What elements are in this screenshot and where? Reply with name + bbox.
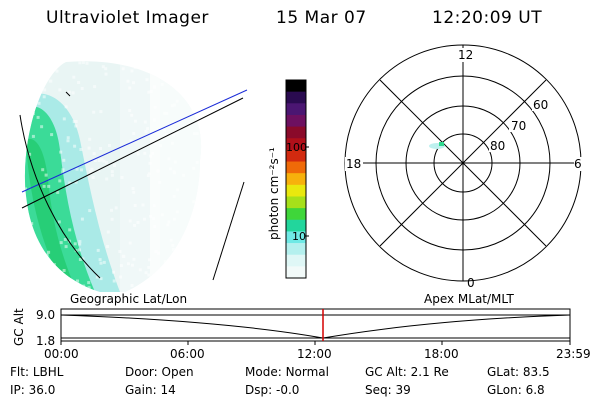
colorbar-swatch: [286, 161, 306, 174]
gc-alt-axis-label: GC Alt: [12, 308, 26, 346]
orbit-timeline: Geographic Lat/Lon Apex MLat/MLT GC Alt …: [12, 292, 591, 361]
altitude-curve: [60, 314, 571, 339]
status-glon: GLon: 6.8: [487, 383, 545, 397]
colorbar-swatch: [286, 149, 306, 163]
status-gain: Gain: 14: [125, 383, 176, 397]
status-door: Door: Open: [125, 365, 194, 379]
x-tick-1200: 12:00: [297, 347, 332, 361]
colorbar-swatch: [286, 243, 306, 256]
status-dsp: Dsp: -0.0: [245, 383, 300, 397]
colorbar-swatch: [286, 126, 306, 139]
y-tick-1-8: 1.8: [36, 334, 55, 348]
colorbar-swatch: [286, 266, 306, 279]
colorbar-swatch: [286, 91, 306, 104]
apex-label: Apex MLat/MLT: [424, 292, 514, 306]
geographic-label: Geographic Lat/Lon: [70, 292, 187, 306]
polar-plot-emission: [429, 142, 445, 149]
lat-label-60: 60: [533, 98, 548, 112]
colorbar-swatch: [286, 114, 306, 128]
y-tick-9: 9.0: [36, 308, 55, 322]
status-gc-alt: GC Alt: 2.1 Re: [365, 365, 449, 379]
status-glat: GLat: 83.5: [487, 365, 550, 379]
mlt-label-12: 12: [458, 48, 473, 62]
lat-label-70: 70: [511, 119, 526, 133]
lat-label-80: 80: [490, 139, 505, 153]
instrument-title: Ultraviolet Imager: [46, 8, 209, 28]
colorbar-swatch: [286, 138, 306, 151]
terminator-line: [21, 97, 244, 209]
colorbar-unit-label: photon cm⁻²s⁻¹: [267, 147, 281, 240]
x-tick-2359: 23:59: [556, 347, 591, 361]
meridian-line: [19, 114, 101, 279]
colorbar-swatch: [286, 103, 306, 116]
status-flt: Flt: LBHL: [10, 365, 64, 379]
x-tick-0000: 00:00: [44, 347, 79, 361]
colorbar-swatch: [286, 196, 306, 209]
mlt-label-6: 6: [574, 157, 582, 171]
colorbar-swatch: [286, 208, 306, 221]
status-mode: Mode: Normal: [245, 365, 329, 379]
colorbar-swatch: [286, 231, 306, 244]
satellite-track-line: [21, 89, 248, 193]
status-seq: Seq: 39: [365, 383, 411, 397]
time-text: 12:20:09 UT: [432, 8, 543, 28]
limb-line: [212, 181, 245, 281]
colorbar-tick-100: 100: [286, 141, 307, 154]
colorbar-swatch: [286, 219, 306, 233]
colorbar-tick-10: 10: [292, 230, 306, 243]
date-text: 15 Mar 07: [276, 8, 367, 28]
x-tick-1800: 18:00: [424, 347, 459, 361]
colorbar-swatch: [286, 184, 306, 198]
colorbar-swatch: [286, 173, 306, 186]
x-tick-0600: 06:00: [170, 347, 205, 361]
mlt-label-18: 18: [346, 157, 361, 171]
colorbar-swatch: [286, 254, 306, 267]
auroral-image: [19, 61, 248, 292]
mlt-label-0: 0: [467, 276, 475, 290]
status-ip: IP: 36.0: [10, 383, 56, 397]
color-scale-bar: [285, 79, 307, 279]
polar-grid: [344, 44, 582, 282]
colorbar-swatch: [286, 80, 306, 93]
